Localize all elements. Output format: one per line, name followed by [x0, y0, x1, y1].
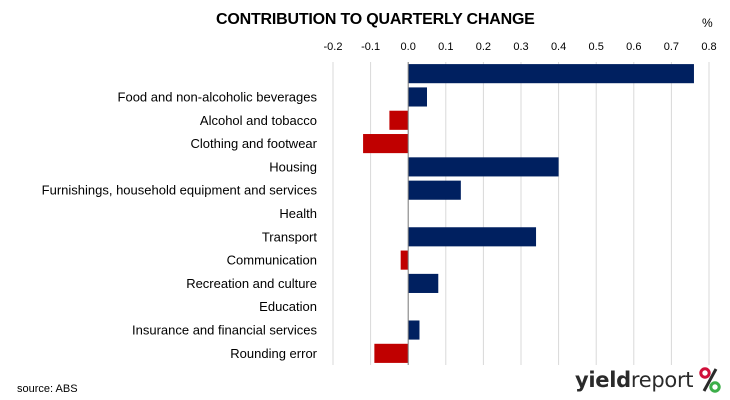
x-tick-label: 0.0: [401, 41, 416, 53]
bar: [400, 250, 409, 270]
bar: [389, 110, 409, 130]
category-label: Recreation and culture: [186, 276, 317, 291]
logo-wordmark: yieldreport: [575, 368, 694, 392]
unit-label: %: [702, 16, 713, 30]
category-label: Health: [279, 206, 317, 221]
x-tick-label: -0.1: [361, 41, 380, 53]
percent-bottom-dot: [708, 381, 721, 393]
category-label: Furnishings, household equipment and ser…: [42, 183, 318, 198]
category-label: Clothing and footwear: [191, 136, 318, 151]
bar: [374, 343, 409, 363]
chart-title: CONTRIBUTION TO QUARTERLY CHANGE: [216, 11, 535, 28]
bar: [408, 320, 420, 340]
yieldreport-logo: yieldreport: [575, 366, 721, 396]
x-tick-label: 0.5: [589, 41, 604, 53]
x-tick-label: 0.6: [626, 41, 641, 53]
x-tick-label: 0.4: [551, 41, 566, 53]
percent-logo-icon: [698, 367, 721, 393]
category-label: Alcohol and tobacco: [200, 113, 317, 128]
bar: [408, 180, 461, 200]
source-note: source: ABS: [17, 383, 78, 395]
x-tick-label: 0.8: [701, 41, 716, 53]
percent-top-dot: [698, 367, 711, 379]
category-label: Food and non-alcoholic beverages: [118, 89, 318, 104]
category-label: Housing: [269, 159, 317, 174]
bar: [408, 157, 559, 177]
category-label: Rounding error: [230, 346, 317, 361]
bar: [408, 273, 439, 293]
x-tick-label: 0.3: [513, 41, 528, 53]
category-label: Education: [259, 299, 317, 314]
x-tick-label: 0.7: [664, 41, 679, 53]
category-label: Communication: [227, 253, 317, 268]
category-label: Transport: [262, 229, 318, 244]
logo-word-secondary: report: [630, 368, 694, 392]
percent-slash: [702, 368, 717, 392]
category-label: Insurance and financial services: [132, 323, 317, 338]
bar: [408, 87, 427, 107]
x-tick-label: 0.2: [476, 41, 491, 53]
logo-word-primary: yield: [575, 368, 631, 392]
x-tick-label: 0.1: [438, 41, 453, 53]
bar: [363, 134, 409, 154]
bar: [408, 227, 537, 247]
bar: [408, 64, 694, 84]
x-tick-label: -0.2: [324, 41, 343, 53]
